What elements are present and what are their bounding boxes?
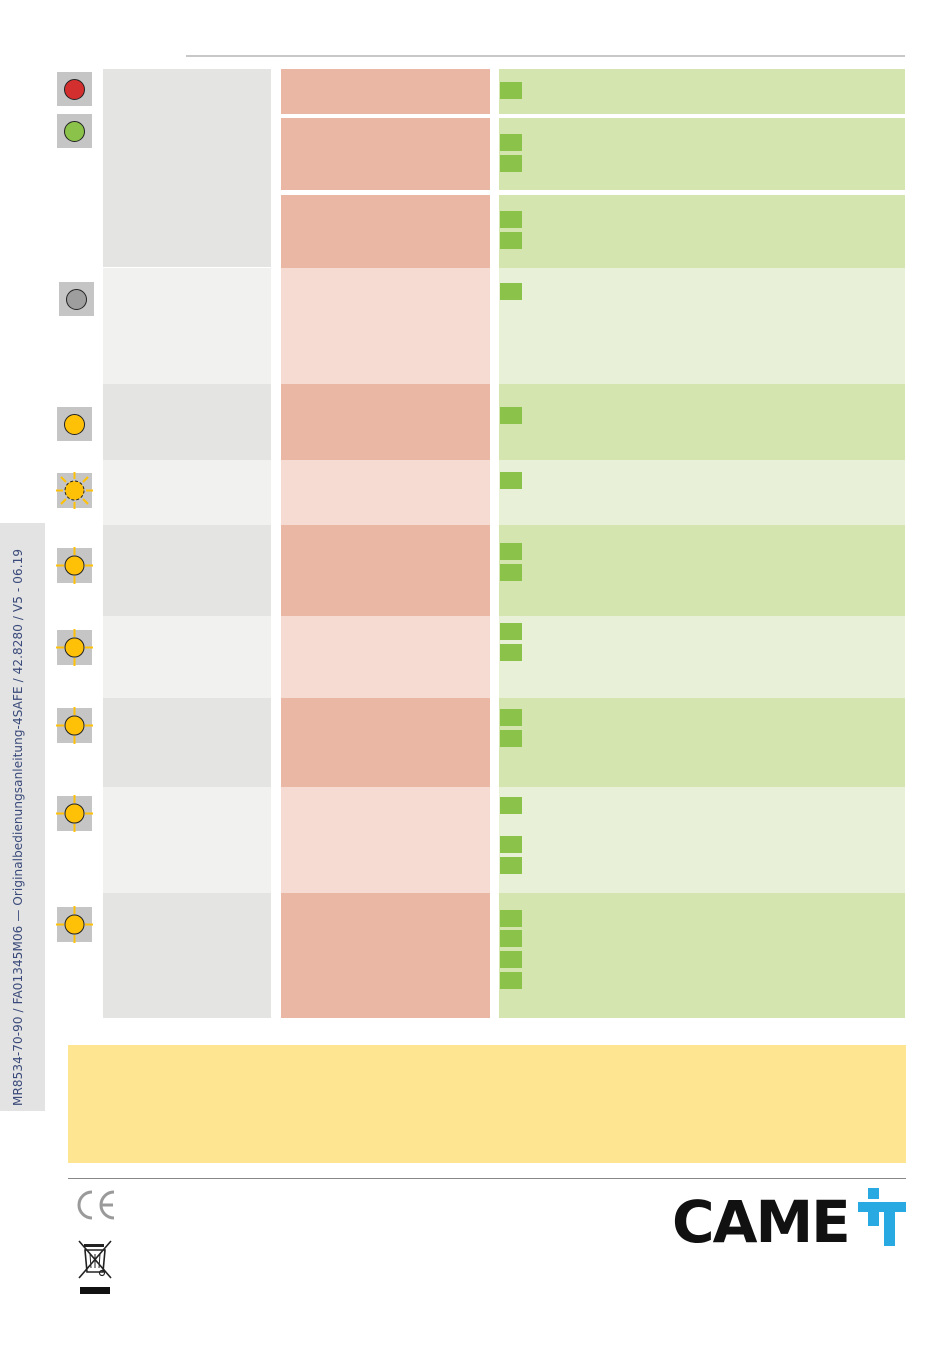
document-reference: MR8534-70-90 / FA01345M06 — Originalbedi… <box>11 548 25 1106</box>
table-cell <box>281 195 490 268</box>
bullet-marker <box>500 709 522 726</box>
table-cell <box>499 460 905 525</box>
bullet-marker <box>500 211 522 228</box>
led-yellow-flashing-icon <box>56 472 93 509</box>
led-yellow-icon <box>57 407 92 441</box>
table-cell <box>281 616 490 698</box>
bullet-marker <box>500 283 522 300</box>
table-cell <box>281 268 490 384</box>
came-logo-mark <box>858 1188 906 1246</box>
bullet-marker <box>500 797 522 814</box>
led-red-icon <box>57 72 92 106</box>
bullet-marker <box>500 472 522 489</box>
table-cell <box>281 69 490 114</box>
bullet-marker <box>500 407 522 424</box>
table-cell <box>281 384 490 460</box>
bullet-marker <box>500 972 522 989</box>
table-cell <box>103 893 271 1018</box>
table-cell <box>499 195 905 268</box>
top-rule <box>186 55 905 57</box>
table-cell <box>103 460 271 525</box>
bullet-marker <box>500 134 522 151</box>
ce-mark-icon <box>77 1190 115 1220</box>
led-yellow-flashing-icon <box>56 707 93 744</box>
bottom-rule <box>68 1178 906 1179</box>
table-cell <box>103 384 271 460</box>
weee-bin-icon <box>78 1240 112 1294</box>
bullet-marker <box>500 951 522 968</box>
bullet-marker <box>500 857 522 874</box>
table-cell <box>103 616 271 698</box>
table-cell <box>499 616 905 698</box>
table-cell <box>103 787 271 893</box>
bullet-marker <box>500 910 522 927</box>
bullet-marker <box>500 564 522 581</box>
bullet-marker <box>500 930 522 947</box>
table-cell <box>103 698 271 787</box>
led-yellow-flashing-icon <box>56 629 93 666</box>
table-cell <box>499 893 905 1018</box>
table-cell <box>499 69 905 114</box>
table-cell <box>103 268 271 384</box>
table-cell <box>499 787 905 893</box>
bullet-marker <box>500 730 522 747</box>
led-yellow-flashing-icon <box>56 795 93 832</box>
table-cell <box>103 525 271 616</box>
led-yellow-flashing-icon <box>56 547 93 584</box>
bullet-marker <box>500 836 522 853</box>
table-cell <box>499 384 905 460</box>
table-cell <box>281 525 490 616</box>
bullet-marker <box>500 232 522 249</box>
table-cell <box>281 787 490 893</box>
table-cell <box>281 698 490 787</box>
led-yellow-flashing-icon <box>56 906 93 943</box>
table-cell <box>281 460 490 525</box>
table-cell <box>499 698 905 787</box>
table-cell <box>499 118 905 190</box>
table-cell <box>499 525 905 616</box>
led-green-icon <box>57 114 92 148</box>
table-cell <box>281 893 490 1018</box>
came-logo-icon: CAME <box>672 1188 851 1256</box>
table-cell <box>499 268 905 384</box>
notice-box <box>68 1045 906 1163</box>
bullet-marker <box>500 82 522 99</box>
table-cell <box>281 118 490 190</box>
table-cell <box>103 69 271 267</box>
sidebar <box>0 523 45 1111</box>
bullet-marker <box>500 543 522 560</box>
led-off-icon <box>59 282 94 316</box>
bullet-marker <box>500 644 522 661</box>
bullet-marker <box>500 623 522 640</box>
bullet-marker <box>500 155 522 172</box>
